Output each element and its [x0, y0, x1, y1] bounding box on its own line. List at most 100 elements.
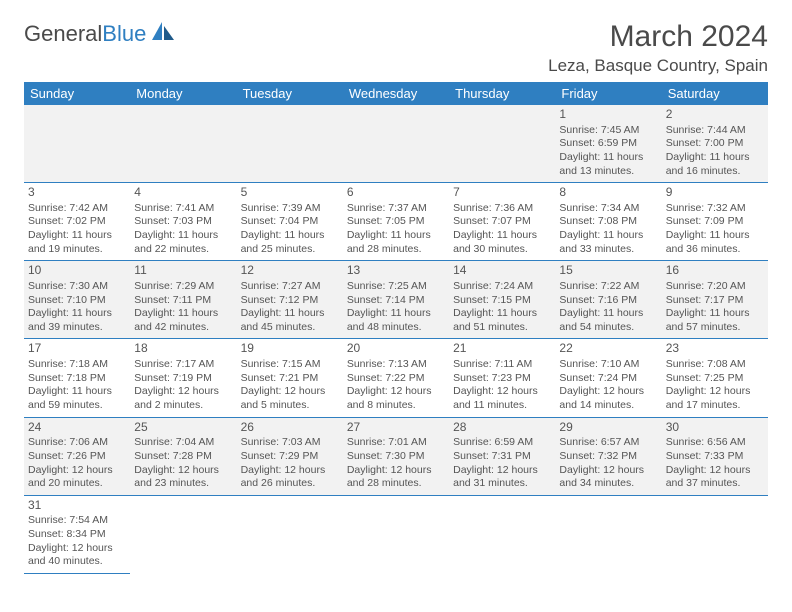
logo-text2: Blue [102, 21, 146, 47]
day-cell: 22Sunrise: 7:10 AMSunset: 7:24 PMDayligh… [555, 339, 661, 417]
sunset-text: Sunset: 7:18 PM [28, 372, 126, 386]
daylight-text: Daylight: 12 hours and 8 minutes. [347, 385, 445, 412]
day-header: Wednesday [343, 82, 449, 105]
sunset-text: Sunset: 7:14 PM [347, 294, 445, 308]
day-cell: 21Sunrise: 7:11 AMSunset: 7:23 PMDayligh… [449, 339, 555, 417]
sunrise-text: Sunrise: 7:24 AM [453, 280, 551, 294]
sunset-text: Sunset: 7:00 PM [666, 137, 764, 151]
daylight-text: Daylight: 12 hours and 28 minutes. [347, 464, 445, 491]
daylight-text: Daylight: 12 hours and 26 minutes. [241, 464, 339, 491]
sunset-text: Sunset: 7:28 PM [134, 450, 232, 464]
day-cell: 28Sunrise: 6:59 AMSunset: 7:31 PMDayligh… [449, 417, 555, 495]
week-row: 24Sunrise: 7:06 AMSunset: 7:26 PMDayligh… [24, 417, 768, 495]
day-number: 9 [666, 185, 764, 201]
sunrise-text: Sunrise: 7:34 AM [559, 202, 657, 216]
week-row: 17Sunrise: 7:18 AMSunset: 7:18 PMDayligh… [24, 339, 768, 417]
sunset-text: Sunset: 7:12 PM [241, 294, 339, 308]
day-number: 11 [134, 263, 232, 279]
day-cell: 3Sunrise: 7:42 AMSunset: 7:02 PMDaylight… [24, 183, 130, 261]
day-cell: 16Sunrise: 7:20 AMSunset: 7:17 PMDayligh… [662, 261, 768, 339]
day-cell: 11Sunrise: 7:29 AMSunset: 7:11 PMDayligh… [130, 261, 236, 339]
daylight-text: Daylight: 11 hours and 51 minutes. [453, 307, 551, 334]
daylight-text: Daylight: 11 hours and 42 minutes. [134, 307, 232, 334]
week-row: 3Sunrise: 7:42 AMSunset: 7:02 PMDaylight… [24, 183, 768, 261]
day-cell: 1Sunrise: 7:45 AMSunset: 6:59 PMDaylight… [555, 105, 661, 183]
day-number: 8 [559, 185, 657, 201]
day-cell: 20Sunrise: 7:13 AMSunset: 7:22 PMDayligh… [343, 339, 449, 417]
sunrise-text: Sunrise: 7:08 AM [666, 358, 764, 372]
day-number: 26 [241, 420, 339, 436]
sunrise-text: Sunrise: 7:37 AM [347, 202, 445, 216]
sunset-text: Sunset: 7:03 PM [134, 215, 232, 229]
daylight-text: Daylight: 11 hours and 33 minutes. [559, 229, 657, 256]
sunset-text: Sunset: 7:23 PM [453, 372, 551, 386]
day-number: 1 [559, 107, 657, 123]
day-cell [662, 495, 768, 573]
day-cell: 17Sunrise: 7:18 AMSunset: 7:18 PMDayligh… [24, 339, 130, 417]
day-number: 20 [347, 341, 445, 357]
sunset-text: Sunset: 7:05 PM [347, 215, 445, 229]
header: GeneralBlue March 2024 Leza, Basque Coun… [24, 20, 768, 76]
sunrise-text: Sunrise: 7:04 AM [134, 436, 232, 450]
day-cell: 10Sunrise: 7:30 AMSunset: 7:10 PMDayligh… [24, 261, 130, 339]
day-number: 23 [666, 341, 764, 357]
day-cell: 2Sunrise: 7:44 AMSunset: 7:00 PMDaylight… [662, 105, 768, 183]
daylight-text: Daylight: 11 hours and 13 minutes. [559, 151, 657, 178]
sunrise-text: Sunrise: 7:32 AM [666, 202, 764, 216]
sunrise-text: Sunrise: 6:59 AM [453, 436, 551, 450]
day-number: 28 [453, 420, 551, 436]
sunrise-text: Sunrise: 7:36 AM [453, 202, 551, 216]
day-number: 21 [453, 341, 551, 357]
month-title: March 2024 [548, 20, 768, 54]
day-cell: 18Sunrise: 7:17 AMSunset: 7:19 PMDayligh… [130, 339, 236, 417]
logo-text1: General [24, 21, 102, 47]
daylight-text: Daylight: 12 hours and 20 minutes. [28, 464, 126, 491]
day-number: 29 [559, 420, 657, 436]
sail-icon [150, 20, 176, 48]
day-number: 16 [666, 263, 764, 279]
daylight-text: Daylight: 11 hours and 39 minutes. [28, 307, 126, 334]
sunrise-text: Sunrise: 7:13 AM [347, 358, 445, 372]
daylight-text: Daylight: 12 hours and 5 minutes. [241, 385, 339, 412]
sunrise-text: Sunrise: 7:44 AM [666, 124, 764, 138]
daylight-text: Daylight: 11 hours and 48 minutes. [347, 307, 445, 334]
sunset-text: Sunset: 7:10 PM [28, 294, 126, 308]
day-cell: 23Sunrise: 7:08 AMSunset: 7:25 PMDayligh… [662, 339, 768, 417]
sunrise-text: Sunrise: 7:11 AM [453, 358, 551, 372]
location: Leza, Basque Country, Spain [548, 56, 768, 76]
day-number: 5 [241, 185, 339, 201]
day-number: 19 [241, 341, 339, 357]
day-cell [555, 495, 661, 573]
sunrise-text: Sunrise: 7:01 AM [347, 436, 445, 450]
sunset-text: Sunset: 7:08 PM [559, 215, 657, 229]
daylight-text: Daylight: 11 hours and 36 minutes. [666, 229, 764, 256]
daylight-text: Daylight: 11 hours and 25 minutes. [241, 229, 339, 256]
sunset-text: Sunset: 7:02 PM [28, 215, 126, 229]
day-number: 31 [28, 498, 126, 514]
sunset-text: Sunset: 7:30 PM [347, 450, 445, 464]
sunrise-text: Sunrise: 7:10 AM [559, 358, 657, 372]
sunrise-text: Sunrise: 7:27 AM [241, 280, 339, 294]
day-cell [449, 105, 555, 183]
sunrise-text: Sunrise: 7:18 AM [28, 358, 126, 372]
day-cell: 14Sunrise: 7:24 AMSunset: 7:15 PMDayligh… [449, 261, 555, 339]
daylight-text: Daylight: 12 hours and 23 minutes. [134, 464, 232, 491]
sunset-text: Sunset: 7:16 PM [559, 294, 657, 308]
day-number: 27 [347, 420, 445, 436]
sunset-text: Sunset: 7:29 PM [241, 450, 339, 464]
day-header-row: Sunday Monday Tuesday Wednesday Thursday… [24, 82, 768, 105]
day-cell: 5Sunrise: 7:39 AMSunset: 7:04 PMDaylight… [237, 183, 343, 261]
day-number: 10 [28, 263, 126, 279]
day-number: 14 [453, 263, 551, 279]
day-header: Thursday [449, 82, 555, 105]
day-header: Saturday [662, 82, 768, 105]
sunrise-text: Sunrise: 7:20 AM [666, 280, 764, 294]
day-cell [449, 495, 555, 573]
day-number: 24 [28, 420, 126, 436]
day-cell [130, 495, 236, 573]
day-header: Sunday [24, 82, 130, 105]
sunrise-text: Sunrise: 7:45 AM [559, 124, 657, 138]
sunset-text: Sunset: 8:34 PM [28, 528, 126, 542]
day-cell: 25Sunrise: 7:04 AMSunset: 7:28 PMDayligh… [130, 417, 236, 495]
day-number: 15 [559, 263, 657, 279]
